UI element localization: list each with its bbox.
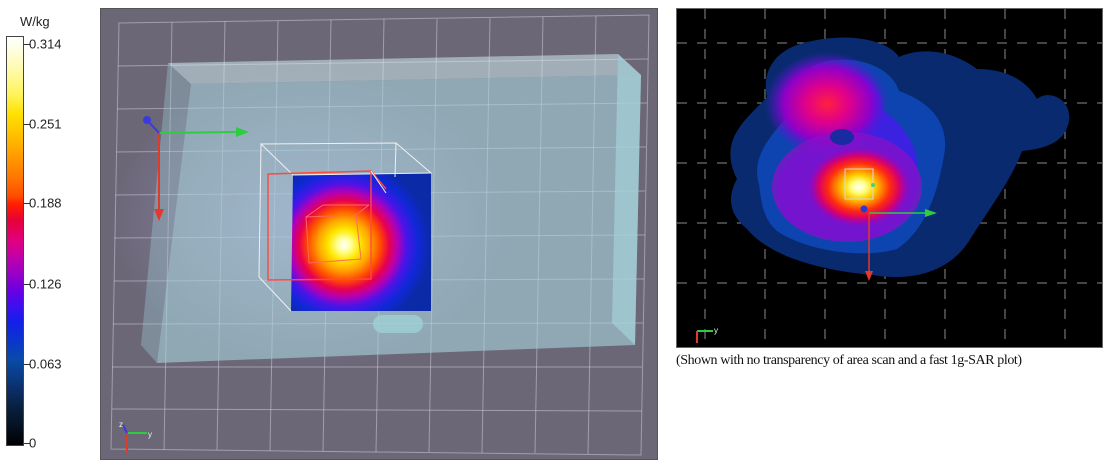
svg-text:y: y: [148, 430, 152, 439]
legend-label-max: 0.314: [29, 36, 62, 52]
axis-gizmo-2d: [860, 183, 937, 281]
sar-3d-scene: y z: [110, 14, 650, 456]
legend-color-bar: [6, 36, 24, 446]
legend-unit: W/kg: [20, 14, 50, 29]
sar-3d-viewport[interactable]: y z: [100, 8, 658, 460]
axis-gizmo-3d: [143, 116, 249, 221]
legend-label-4: 0.126: [29, 276, 62, 292]
figure-caption: (Shown with no transparency of area scan…: [676, 353, 1022, 368]
legend-label-3: 0.188: [29, 195, 62, 211]
sar-2d-scene: y: [677, 9, 1102, 347]
svg-text:z: z: [119, 420, 123, 429]
legend-label-2: 0.251: [29, 116, 62, 132]
color-legend: W/kg 0.314 0.251 0.188 0.126 0.063 0: [0, 0, 98, 462]
svg-text:y: y: [714, 326, 718, 335]
legend-label-min: 0: [29, 435, 37, 451]
area-scan-sar-blob: [730, 37, 1070, 278]
sar-2d-viewport[interactable]: y: [676, 8, 1103, 348]
zoom-scan-cube: [258, 142, 433, 312]
corner-axis-triad-2d: y: [696, 326, 718, 343]
probe-cylinder: [373, 315, 423, 333]
corner-axis-triad: y z: [119, 420, 152, 453]
legend-label-5: 0.063: [29, 356, 62, 372]
